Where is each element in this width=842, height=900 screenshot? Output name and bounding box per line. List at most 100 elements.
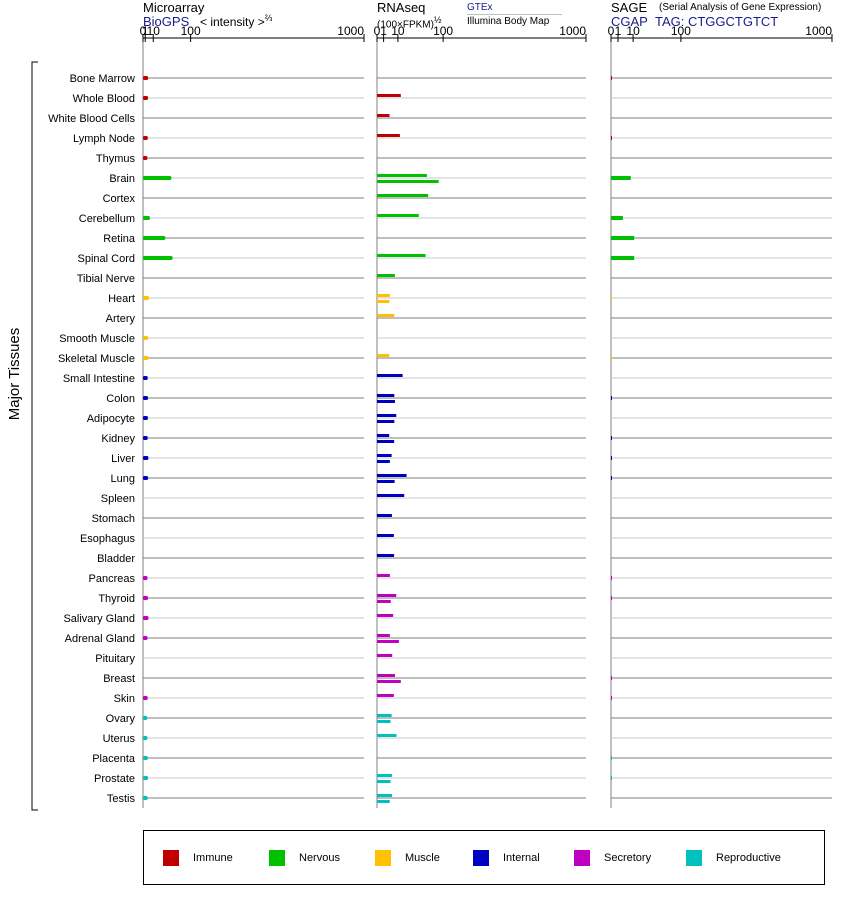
microarray-bar-heart	[143, 296, 149, 300]
rnaseq-unit-label: (100×FPKM)	[377, 19, 434, 31]
rnaseq-bar-brain-1	[377, 174, 427, 177]
microarray-tick-label-100: 100	[181, 24, 201, 38]
tissue-label-skeletal-muscle: Skeletal Muscle	[58, 353, 135, 365]
microarray-bar-lymph-node	[143, 136, 148, 140]
legend-swatch-immune	[163, 850, 179, 866]
rnaseq-tick-label-10: 10	[391, 24, 405, 38]
tissue-bracket	[31, 61, 38, 811]
tissue-label-cortex: Cortex	[103, 193, 136, 205]
microarray-bar-thymus	[143, 156, 148, 160]
rnaseq-bar-artery-1	[377, 314, 395, 317]
tissue-label-placenta: Placenta	[92, 753, 136, 765]
tissue-label-stomach: Stomach	[92, 513, 135, 525]
microarray-bar-adipocyte	[143, 416, 148, 420]
rnaseq-bar-cerebellum-1	[377, 214, 419, 217]
rnaseq-source-divider	[467, 14, 562, 15]
rnaseq-bar-kidney-1	[377, 434, 390, 437]
tissue-label-small-intestine: Small Intestine	[63, 373, 135, 385]
sage-bar-liver	[611, 456, 612, 460]
rnaseq-bar-adipocyte-2	[377, 420, 395, 423]
rnaseq-unit-exponent: ½	[433, 15, 442, 25]
legend-label-internal: Internal	[503, 852, 540, 864]
tissue-label-spinal-cord: Spinal Cord	[78, 253, 135, 265]
rnaseq-source-gtex: GTEx	[467, 2, 493, 13]
rnaseq-bar-adrenal-gland-1	[377, 634, 390, 637]
sage-bar-heart	[611, 296, 612, 300]
legend-swatch-secretory	[574, 850, 590, 866]
microarray-bar-prostate	[143, 776, 148, 780]
labels-layer: Bone Marrow Whole Blood White Blood Cells L…	[48, 73, 136, 805]
tissue-label-retina: Retina	[103, 233, 136, 245]
rnaseq-bar-pituitary-1	[377, 654, 393, 657]
microarray-unit: < intensity >⅔	[200, 13, 272, 29]
tissue-label-lymph-node: Lymph Node	[73, 133, 135, 145]
tissue-label-cerebellum: Cerebellum	[79, 213, 135, 225]
rnaseq-bar-liver-1	[377, 454, 392, 457]
rnaseq-bar-bladder-1	[377, 554, 395, 557]
microarray-bar-skeletal-muscle	[143, 356, 149, 360]
microarray-tick-label-0: 0	[140, 24, 147, 38]
bars-layer	[143, 76, 635, 803]
sage-tick-label-1: 1	[615, 24, 622, 38]
microarray-bar-small-intestine	[143, 376, 148, 380]
rnaseq-bar-adipocyte-1	[377, 414, 397, 417]
sage-bar-lymph-node	[611, 136, 612, 140]
legend-swatch-nervous	[269, 850, 285, 866]
tissue-label-lung: Lung	[111, 473, 135, 485]
rnaseq-unit: (100×FPKM)½	[377, 15, 441, 30]
microarray-title: Microarray	[143, 0, 205, 15]
legend-label-muscle: Muscle	[405, 852, 440, 864]
sage-bar-placenta	[611, 756, 612, 760]
sage-bar-kidney	[611, 436, 612, 440]
microarray-bar-cerebellum	[143, 216, 150, 220]
tissue-label-spleen: Spleen	[101, 493, 135, 505]
tissue-label-tibial-nerve: Tibial Nerve	[77, 273, 135, 285]
tissue-label-pituitary: Pituitary	[95, 653, 135, 665]
rnaseq-bar-breast-1	[377, 674, 395, 677]
rnaseq-bar-uterus-1	[377, 734, 397, 737]
rnaseq-bar-spleen-1	[377, 494, 405, 497]
rnaseq-bar-ovary-1	[377, 714, 392, 717]
microarray-bar-kidney	[143, 436, 148, 440]
sage-bar-thyroid	[611, 596, 612, 600]
microarray-bar-brain	[143, 176, 172, 180]
microarray-bar-thyroid	[143, 596, 148, 600]
rnaseq-bar-whole-blood-1	[377, 94, 401, 97]
legend-label-nervous: Nervous	[299, 852, 340, 864]
rnaseq-bar-esophagus-1	[377, 534, 394, 537]
rnaseq-bar-heart-2	[377, 300, 390, 303]
microarray-bar-whole-blood	[143, 96, 148, 100]
rnaseq-bar-skeletal-muscle-1	[377, 354, 390, 357]
rnaseq-bar-salivary-gland-1	[377, 614, 394, 617]
rnaseq-tick-label-1: 1	[380, 24, 387, 38]
tissue-label-salivary-gland: Salivary Gland	[63, 613, 135, 625]
rnaseq-bar-lung-2	[377, 480, 395, 483]
legend-swatch-muscle	[375, 850, 391, 866]
microarray-bar-spinal-cord	[143, 256, 173, 260]
tissue-label-bladder: Bladder	[97, 553, 135, 565]
microarray-bar-retina	[143, 236, 166, 240]
rnaseq-bar-brain-2	[377, 180, 439, 183]
tissue-label-artery: Artery	[106, 313, 136, 325]
rnaseq-bar-prostate-1	[377, 774, 392, 777]
grid-layer	[143, 77, 832, 799]
microarray-bar-placenta	[143, 756, 148, 760]
microarray-bar-skin	[143, 696, 148, 700]
tissue-label-adipocyte: Adipocyte	[87, 413, 135, 425]
tissue-label-ovary: Ovary	[106, 713, 136, 725]
microarray-bar-pancreas	[143, 576, 148, 580]
microarray-tick-label-1: 1	[142, 24, 149, 38]
tissue-label-thymus: Thymus	[96, 153, 136, 165]
rnaseq-bar-testis-2	[377, 800, 390, 803]
tissue-label-liver: Liver	[111, 453, 135, 465]
rnaseq-bar-thyroid-2	[377, 600, 391, 603]
sage-subtitle: (Serial Analysis of Gene Expression)	[659, 2, 822, 13]
tissue-label-white-blood-cells: White Blood Cells	[48, 113, 135, 125]
tissue-label-prostate: Prostate	[94, 773, 135, 785]
legend-label-immune: Immune	[193, 852, 233, 864]
sage-bar-retina	[611, 236, 635, 240]
sage-bar-pancreas	[611, 576, 612, 580]
sage-bar-lung	[611, 476, 612, 480]
